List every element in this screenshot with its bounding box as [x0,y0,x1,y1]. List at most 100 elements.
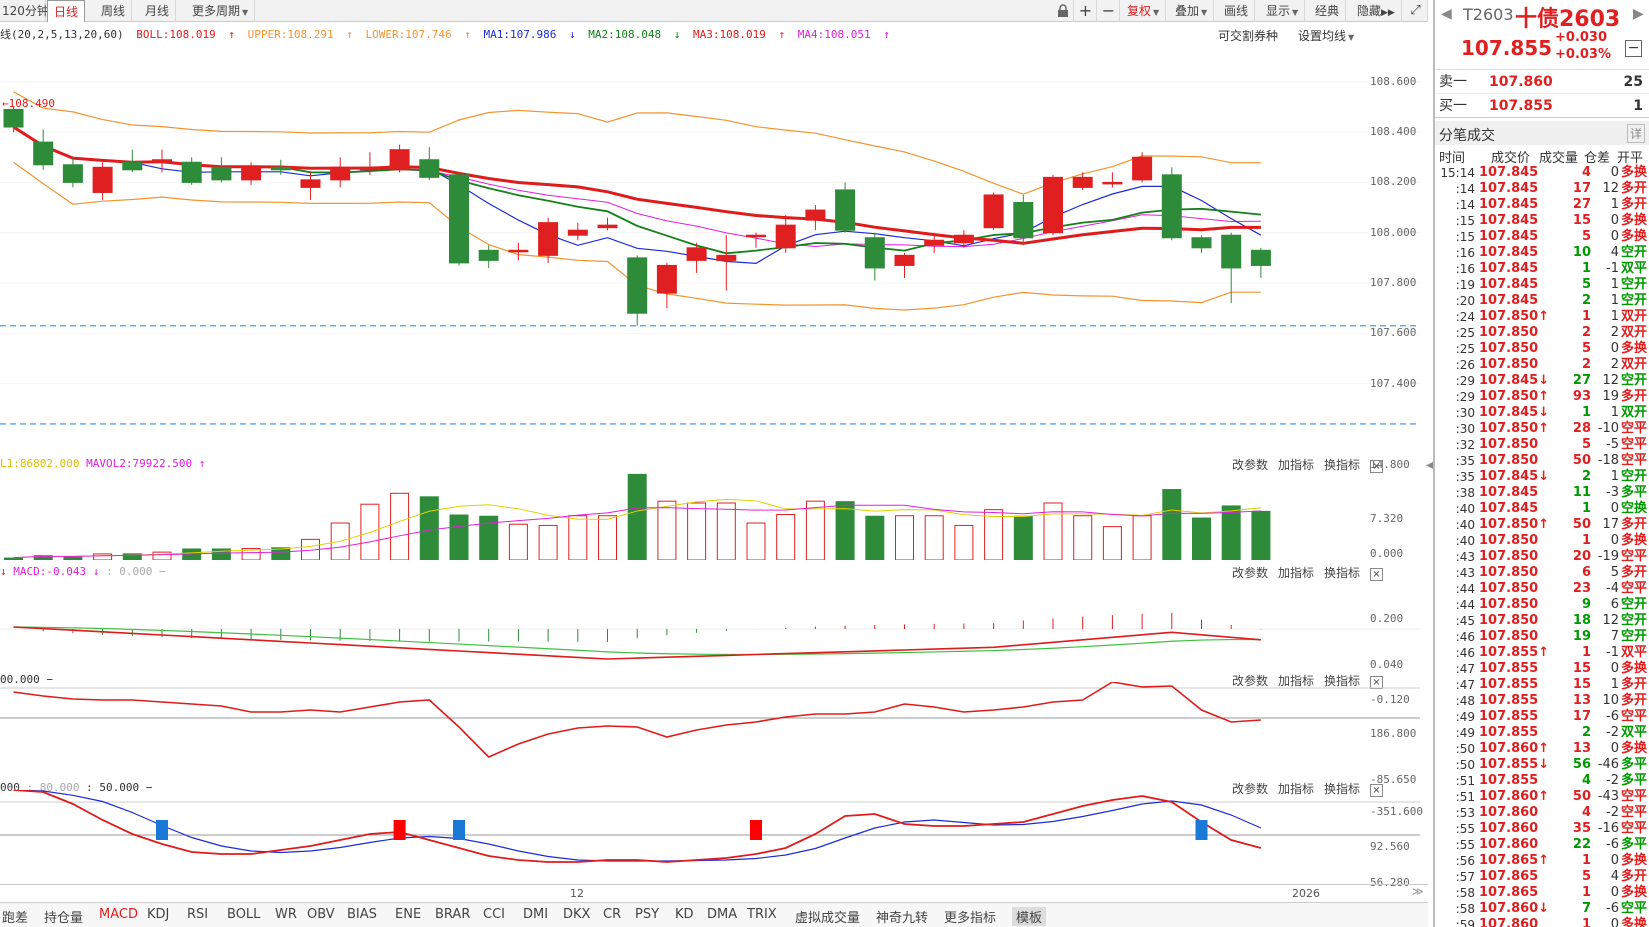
draw-line-button[interactable]: 画线 [1218,0,1256,22]
indicator-tab[interactable]: TRIX [747,907,777,922]
lock-icon[interactable] [1052,0,1074,22]
tick-volume: 50 [1572,453,1591,468]
volume-chart[interactable] [0,466,1420,560]
indicator-tab[interactable]: 神奇九转 [876,911,929,926]
splitter-handle[interactable]: ◀ [1426,460,1434,471]
restore-rights-button[interactable]: 复权 ▼ [1121,0,1167,22]
fullscreen-icon[interactable]: ⤢ [1404,0,1428,22]
change-params-button[interactable]: 改参数 [1231,566,1268,580]
volume-bar [479,515,499,560]
indicator-tab[interactable]: OBV [307,907,335,922]
tick-price: 107.865 [1479,885,1539,900]
indicator-tab[interactable]: KD [675,907,694,922]
change-params-button[interactable]: 改参数 [1231,458,1268,472]
volume-bar [538,524,558,560]
collapse-icon[interactable]: − [1625,40,1642,57]
indicator-tab[interactable]: KDJ [147,907,170,922]
volume-bar [835,501,855,560]
hide-button[interactable]: 隐藏▶▶ [1351,0,1402,22]
candle-body [1132,156,1153,181]
indicator-tab[interactable]: BRAR [435,907,471,922]
period-weekly[interactable]: 周线 [95,0,133,22]
tick-price: 107.845 [1479,261,1539,276]
candlestick-chart[interactable] [0,44,1420,434]
macd-chart[interactable] [0,574,1420,670]
close-icon[interactable]: × [1370,784,1383,797]
tick-price: 107.845↓ [1479,405,1550,420]
tick-oi-diff: -6 [1606,901,1619,916]
overlay-button[interactable]: 叠加 ▼ [1169,0,1215,22]
tick-type: 空平 [1621,437,1648,452]
indicator-tab[interactable]: CCI [483,907,505,922]
tick-oi-diff: -10 [1597,421,1619,436]
add-indicator-button[interactable]: 加指标 [1277,674,1314,688]
indicator-tab[interactable]: PSY [635,907,660,922]
scroll-right-icon[interactable]: ≫ [1412,885,1424,898]
set-ma-button[interactable]: 设置均线 ▼ [1298,27,1354,44]
tick-volume: 4 [1581,773,1591,788]
next-contract-icon[interactable]: ▶ [1633,6,1644,22]
ticks-list[interactable]: 15:14 107.845 4 0 多换:14 107.845 17 12 多开:14 107.8… [1439,165,1649,927]
chevron-down-icon: ▼ [1292,8,1299,17]
volume-bar [1132,515,1152,560]
period-daily[interactable]: 日线 [47,0,86,22]
tick-oi-diff: 1 [1610,469,1619,484]
indicator-tab[interactable]: DMA [707,907,738,922]
indicator-tab[interactable]: DMI [523,907,549,922]
tick-volume: 17 [1572,181,1591,196]
indicator-tab[interactable]: WR [275,907,297,922]
bid-row: 买一 107.855 1 [1435,94,1649,118]
tick-volume: 20 [1572,549,1591,564]
tick-row: :58 107.865 1 0 多换 [1439,885,1649,901]
swap-indicator-button[interactable]: 换指标 [1323,566,1360,580]
indicator-tab[interactable]: DKX [563,907,591,922]
zoom-in-icon[interactable]: + [1075,0,1097,22]
tick-oi-diff: 0 [1610,533,1619,548]
close-icon[interactable]: × [1370,568,1383,581]
detail-button[interactable]: 详 [1626,124,1645,143]
tick-volume: 50 [1572,789,1591,804]
display-button[interactable]: 显示 ▼ [1260,0,1306,22]
indicator-tab[interactable]: CR [603,907,622,922]
classic-button[interactable]: 经典 [1309,0,1347,22]
more-periods-button[interactable]: 更多周期 ▼ [186,0,256,22]
indicator-chart-4[interactable] [0,790,1420,886]
indicator-tab[interactable]: 持仓量 [44,911,84,926]
add-indicator-button[interactable]: 加指标 [1277,458,1314,472]
prev-contract-icon[interactable]: ◀ [1441,6,1452,22]
indicator-tab[interactable]: ENE [395,907,422,922]
tick-price: 107.845 [1479,485,1539,500]
zoom-out-icon[interactable]: − [1098,0,1120,22]
indicator-tab[interactable]: BOLL [227,907,261,922]
swap-indicator-button[interactable]: 换指标 [1323,782,1360,796]
indicator-tab[interactable]: 模板 [1012,907,1047,926]
tradable-bonds-link[interactable]: 可交割券种 [1218,29,1279,43]
candle-body [686,247,707,261]
tick-type: 多平 [1621,757,1648,772]
change-params-button[interactable]: 改参数 [1231,782,1268,796]
tick-time: :35 [1455,470,1475,484]
indicator-chart-3[interactable] [0,682,1420,778]
indicator-tab[interactable]: 虚拟成交量 [795,911,861,926]
add-indicator-button[interactable]: 加指标 [1277,782,1314,796]
tick-time: :49 [1455,710,1475,724]
candle-body [835,189,856,231]
period-monthly[interactable]: 月线 [139,0,177,22]
tick-time: :58 [1455,886,1475,900]
indicator-tab[interactable]: 更多指标 [944,911,997,926]
close-icon[interactable]: × [1370,460,1383,473]
indicator-tab[interactable]: RSI [187,907,209,922]
tick-type: 双开 [1621,325,1648,340]
swap-indicator-button[interactable]: 换指标 [1323,674,1360,688]
tick-type: 空平 [1621,821,1648,836]
period-120min[interactable]: 120分钟 [0,0,49,22]
indicator-tab[interactable]: BIAS [347,907,377,922]
indicator-tab[interactable]: 跑差 [2,911,29,926]
tick-price: 107.855 [1479,709,1539,724]
add-indicator-button[interactable]: 加指标 [1277,566,1314,580]
change-params-button[interactable]: 改参数 [1231,674,1268,688]
swap-indicator-button[interactable]: 换指标 [1323,458,1360,472]
tick-type: 空换 [1621,501,1648,516]
tick-type: 空平 [1621,789,1648,804]
indicator-tab[interactable]: MACD [99,907,138,922]
